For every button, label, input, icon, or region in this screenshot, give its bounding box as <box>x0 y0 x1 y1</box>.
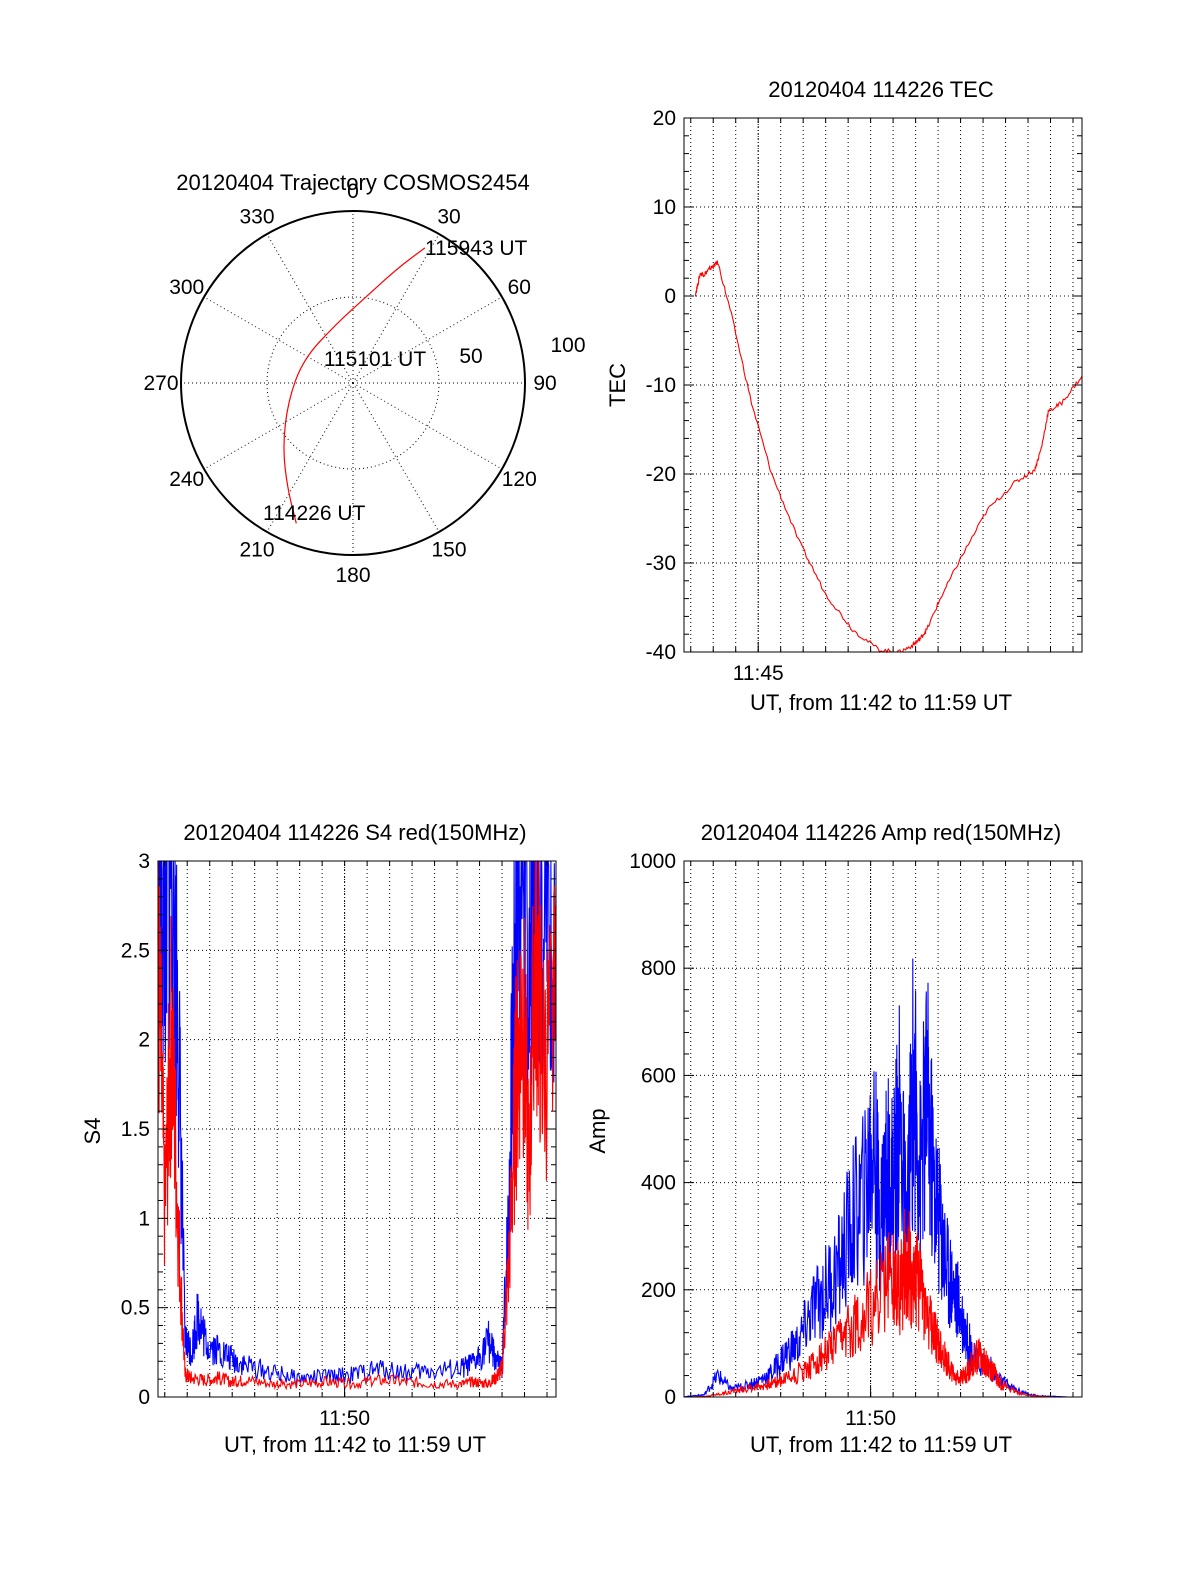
polar-radial-label: 100 <box>550 334 585 357</box>
y-tick-label: 0.5 <box>121 1297 150 1320</box>
polar-angle-label: 210 <box>239 538 274 561</box>
tec-panel: 20120404 114226 TEC 20 10 0 -10 -20 -30 -40 11:… <box>605 77 1083 715</box>
amp-xlabel: UT, from 11:42 to 11:59 UT <box>750 1432 1012 1457</box>
x-tick-label: 11:45 <box>733 662 784 685</box>
tec-xlabel: UT, from 11:42 to 11:59 UT <box>750 690 1012 715</box>
tec-title: 20120404 114226 TEC <box>768 77 994 102</box>
polar-spoke <box>266 382 354 533</box>
polar-angle-label: 30 <box>437 206 460 229</box>
y-tick-label: 0 <box>664 1386 676 1409</box>
polar-radial-label: 50 <box>459 345 482 368</box>
y-tick-label: 10 <box>653 196 676 219</box>
series-line <box>684 958 1082 1398</box>
polar-angle-label: 180 <box>335 564 370 587</box>
polar-inner-circle <box>266 296 440 470</box>
polar-spoke <box>352 233 440 384</box>
polar-angle-label: 330 <box>239 206 274 229</box>
y-tick-label: -10 <box>646 374 676 397</box>
y-tick-label: 1 <box>138 1207 150 1230</box>
y-tick-label: 1.5 <box>121 1118 150 1141</box>
polar-angle-label: 120 <box>502 468 537 491</box>
polar-angle-label: 90 <box>533 372 556 395</box>
polar-angle-label: 60 <box>508 276 531 299</box>
trajectory-time-label: 115101 UT <box>324 348 427 371</box>
polar-outer-circle <box>180 210 526 556</box>
polar-angle-label: 240 <box>169 468 204 491</box>
plot-frame <box>683 117 1083 653</box>
polar-spoke <box>203 296 354 384</box>
x-tick-label: 11:50 <box>845 1407 896 1430</box>
s4-xlabel: UT, from 11:42 to 11:59 UT <box>224 1432 486 1457</box>
polar-spoke <box>352 382 503 470</box>
trajectory-time-label: 115943 UT <box>425 237 528 260</box>
polar-angle-label: 300 <box>169 276 204 299</box>
polar-trajectory-panel: 20120404 Trajectory COSMOS2454 0 30 60 90 12… <box>143 170 585 587</box>
polar-angle-label: 270 <box>143 372 178 395</box>
x-tick-label: 11:50 <box>319 1407 370 1430</box>
plot-frame <box>157 860 557 1398</box>
y-tick-label: 1000 <box>629 850 676 873</box>
series-line <box>157 860 557 1391</box>
polar-angle-label: 0 <box>347 180 359 203</box>
y-tick-label: -30 <box>646 552 676 575</box>
trajectory-time-label: 114226 UT <box>263 502 366 525</box>
tec-ylabel: TEC <box>605 363 630 407</box>
polar-spoke <box>266 233 354 384</box>
y-tick-label: 400 <box>641 1172 676 1195</box>
amp-ylabel: Amp <box>585 1108 610 1153</box>
y-tick-label: 3 <box>138 850 150 873</box>
y-tick-label: 2.5 <box>121 939 150 962</box>
s4-title: 20120404 114226 S4 red(150MHz) <box>183 820 526 845</box>
y-tick-label: -20 <box>646 463 676 486</box>
y-tick-label: 600 <box>641 1064 676 1087</box>
y-tick-label: 20 <box>653 107 676 130</box>
series-line <box>694 260 1083 654</box>
plot-frame <box>683 860 1083 1398</box>
s4-panel: 20120404 114226 S4 red(150MHz) 3 2.5 2 1.5 1… <box>80 820 557 1457</box>
y-tick-label: 800 <box>641 957 676 980</box>
series-line <box>157 860 557 1386</box>
polar-spoke <box>352 382 440 533</box>
amp-title: 20120404 114226 Amp red(150MHz) <box>701 820 1061 845</box>
y-tick-label: 0 <box>664 285 676 308</box>
amp-panel: 20120404 114226 Amp red(150MHz) 1000 800 6… <box>585 820 1083 1457</box>
y-tick-label: 2 <box>138 1029 150 1052</box>
polar-angle-label: 150 <box>431 538 466 561</box>
polar-title: 20120404 Trajectory COSMOS2454 <box>176 170 529 195</box>
s4-ylabel: S4 <box>80 1118 105 1145</box>
series-line <box>684 1208 1082 1398</box>
y-tick-label: -40 <box>646 641 676 664</box>
polar-spoke <box>352 296 503 384</box>
y-tick-label: 0 <box>138 1386 150 1409</box>
trajectory-path <box>283 247 426 524</box>
y-tick-label: 200 <box>641 1279 676 1302</box>
polar-spoke <box>203 382 354 470</box>
